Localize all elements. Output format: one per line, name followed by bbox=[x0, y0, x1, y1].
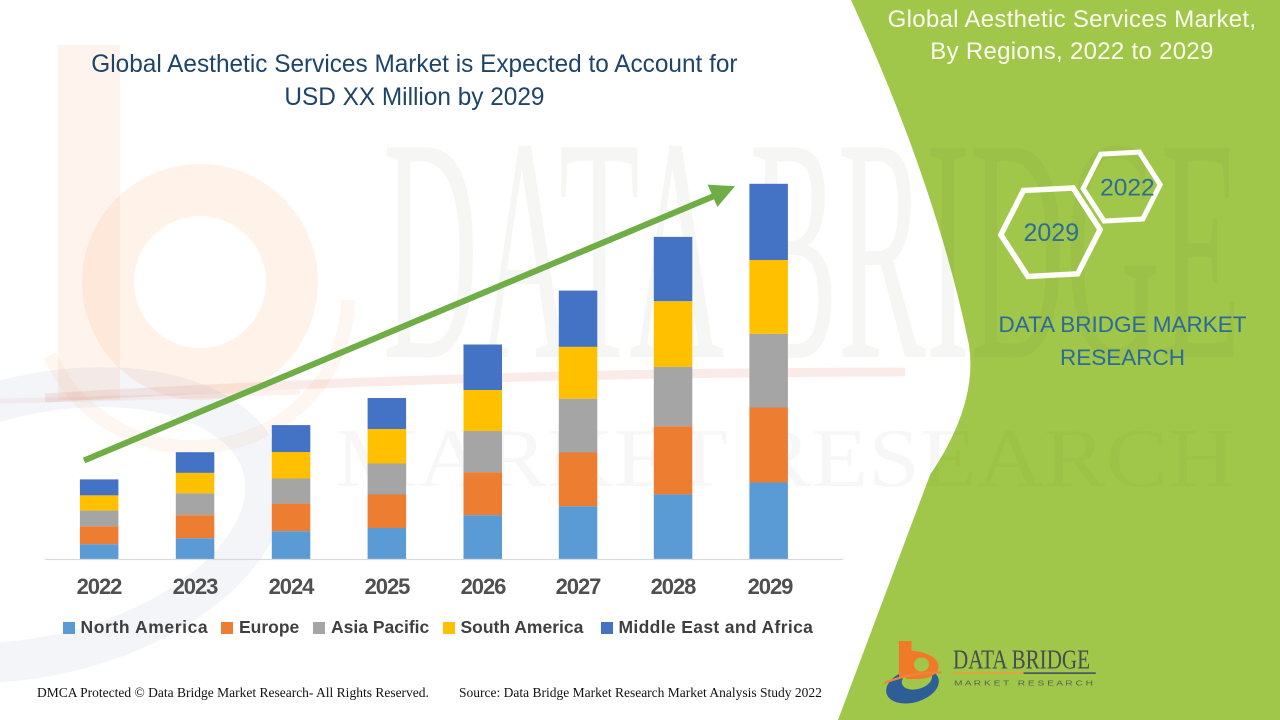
svg-text:DATA BRIDGE: DATA BRIDGE bbox=[953, 644, 1090, 675]
svg-text:2029: 2029 bbox=[1023, 219, 1079, 247]
svg-text:M A R K E T R E S E A R C H: M A R K E T R E S E A R C H bbox=[954, 679, 1093, 688]
svg-text:MARKET RESEARCH: MARKET RESEARCH bbox=[335, 412, 1235, 505]
svg-text:2022: 2022 bbox=[1100, 174, 1155, 201]
